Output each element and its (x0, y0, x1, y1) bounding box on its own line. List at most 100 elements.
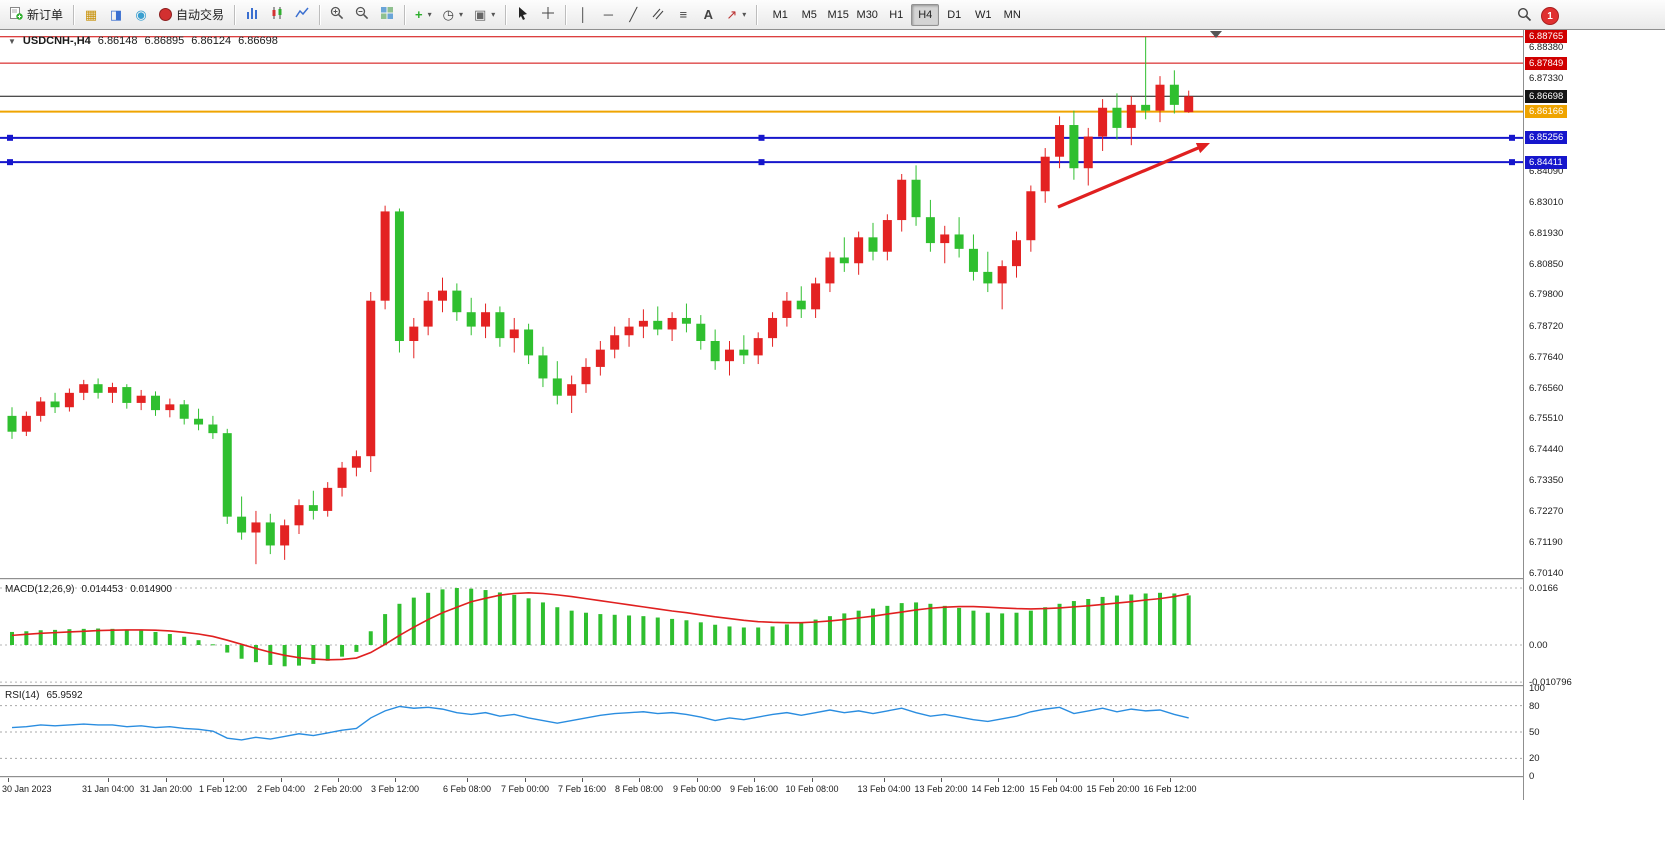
macd-histogram (10, 587, 1191, 667)
timeframe-h4-button[interactable]: H4 (911, 3, 940, 26)
timeframe-m5-button[interactable]: M5 (795, 4, 823, 26)
channel-button[interactable] (646, 3, 670, 27)
periods-button[interactable]: ◷ ▾ (438, 3, 468, 27)
candlestick-button[interactable] (265, 3, 289, 27)
toolbar-separator (73, 4, 75, 25)
price-scale-label: 6.75510 (1529, 412, 1564, 424)
crosshair-icon (541, 6, 555, 23)
search-button[interactable] (1512, 4, 1537, 28)
hline-handle[interactable] (1509, 134, 1515, 141)
new-order-icon (9, 6, 23, 23)
toolbar-separator (505, 4, 507, 25)
rsi-scale-label: 50 (1529, 727, 1540, 738)
indicators-icon: + (415, 7, 423, 22)
text-icon: A (703, 7, 713, 22)
panel-separator[interactable] (0, 578, 1665, 580)
timeframe-m30-button[interactable]: M30 (853, 4, 881, 26)
chart-menu-icon[interactable]: ▼ (8, 36, 16, 46)
macd-scale-label: -0.010796 (1529, 677, 1572, 689)
time-axis-tick (884, 778, 885, 782)
vertical-line-button[interactable]: │ (571, 3, 595, 27)
notification-badge[interactable]: 1 (1541, 7, 1559, 25)
timeframe-d1-button[interactable]: D1 (940, 4, 968, 26)
time-axis-tick (108, 778, 109, 782)
line-chart-button[interactable] (290, 3, 314, 27)
price-scale[interactable]: 6.88380 6.87330 6.84090 6.83010 6.81930 6.808… (1524, 30, 1665, 800)
crosshair-button[interactable] (536, 3, 560, 27)
arrows-button[interactable]: ↗ ▾ (721, 3, 751, 27)
channel-icon (651, 6, 665, 23)
price-scale-label: 6.73350 (1529, 475, 1564, 487)
text-button[interactable]: A (696, 3, 720, 27)
timeframe-m1-button[interactable]: M1 (766, 4, 794, 26)
chevron-down-icon: ▾ (427, 10, 432, 19)
arrow-tool-icon: ↗ (726, 7, 738, 22)
time-axis-label: 31 Jan 20:00 (139, 784, 193, 794)
new-order-label: 新订单 (27, 8, 64, 22)
toolbar-separator (404, 4, 406, 25)
hline-handle[interactable] (1509, 159, 1515, 166)
time-axis-label: 14 Feb 12:00 (971, 784, 1025, 794)
time-axis-tick (395, 778, 396, 782)
price-scale-label: 6.78720 (1529, 320, 1564, 332)
hline-handle[interactable] (7, 159, 13, 166)
timeframe-h1-button[interactable]: H1 (882, 4, 910, 26)
time-axis-tick (1170, 778, 1171, 782)
timeframe-m15-button[interactable]: M15 (824, 4, 852, 26)
main-chart-canvas[interactable] (0, 30, 1523, 578)
ohlc-high: 6.86895 (144, 35, 185, 47)
zoom-out-button[interactable] (350, 3, 374, 27)
timeframe-mn-button[interactable]: MN (998, 4, 1026, 26)
macd-value: 0.014453 (81, 584, 124, 595)
rsi-panel-canvas[interactable] (0, 688, 1523, 776)
zoom-in-button[interactable] (325, 3, 349, 27)
timeframe-w1-button[interactable]: W1 (969, 4, 997, 26)
hline-handle[interactable] (758, 134, 765, 141)
time-axis-tick (281, 778, 282, 782)
ohlc-open: 6.86148 (97, 35, 138, 47)
notification-count: 1 (1547, 10, 1553, 22)
hline-handle[interactable] (7, 134, 13, 141)
panel-separator[interactable] (0, 685, 1665, 687)
bar-chart-button[interactable] (240, 3, 264, 27)
cursor-button[interactable] (511, 3, 535, 27)
panel-separator[interactable] (0, 776, 1665, 778)
chevron-down-icon: ▾ (458, 10, 463, 19)
macd-panel-canvas[interactable] (0, 581, 1523, 685)
new-order-button[interactable]: 新订单 (4, 3, 68, 27)
navigator-button[interactable]: ◉ (129, 3, 153, 27)
templates-button[interactable]: ▣ ▾ (469, 3, 500, 27)
rsi-label-row: RSI(14) 65.9592 (5, 690, 83, 701)
chart-header: ▼ USDCNH-,H4 6.86148 6.86895 6.86124 6.8… (8, 35, 278, 47)
trendline-button[interactable]: ╱ (621, 3, 645, 27)
tile-windows-icon (380, 6, 394, 23)
auto-trading-button[interactable]: 自动交易 (154, 3, 229, 27)
toolbar-separator (756, 4, 758, 25)
toolbar-separator (234, 4, 236, 25)
tile-windows-button[interactable] (375, 3, 399, 27)
time-axis[interactable]: 30 Jan 2023 31 Jan 04:00 31 Jan 20:00 1 Feb… (0, 778, 1523, 800)
chart-shift-marker[interactable] (1210, 31, 1222, 38)
cursor-icon (516, 6, 530, 23)
fibonacci-icon: ≡ (679, 7, 688, 22)
time-axis-label: 10 Feb 08:00 (785, 784, 839, 794)
time-axis-tick (812, 778, 813, 782)
fibonacci-button[interactable]: ≡ (671, 3, 695, 27)
horizontal-line-button[interactable]: ─ (596, 3, 620, 27)
data-window-button[interactable]: ◨ (104, 3, 128, 27)
time-axis-label: 7 Feb 00:00 (500, 784, 550, 794)
bar-chart-icon (245, 6, 259, 23)
price-scale-label: 6.88380 (1529, 42, 1564, 54)
time-axis-tick (525, 778, 526, 782)
market-watch-button[interactable]: ▦ (79, 3, 103, 27)
hline-handle[interactable] (758, 159, 765, 166)
macd-scale-label: 0.0166 (1529, 582, 1559, 594)
time-axis-tick (998, 778, 999, 782)
time-axis-tick (166, 778, 167, 782)
indicators-button[interactable]: + ▾ (410, 3, 437, 27)
auto-trading-label: 自动交易 (176, 8, 225, 22)
time-axis-label: 13 Feb 20:00 (914, 784, 968, 794)
price-scale-label: 6.84090 (1529, 165, 1564, 177)
trend-arrow[interactable] (1057, 142, 1210, 209)
time-axis-tick (1056, 778, 1057, 782)
